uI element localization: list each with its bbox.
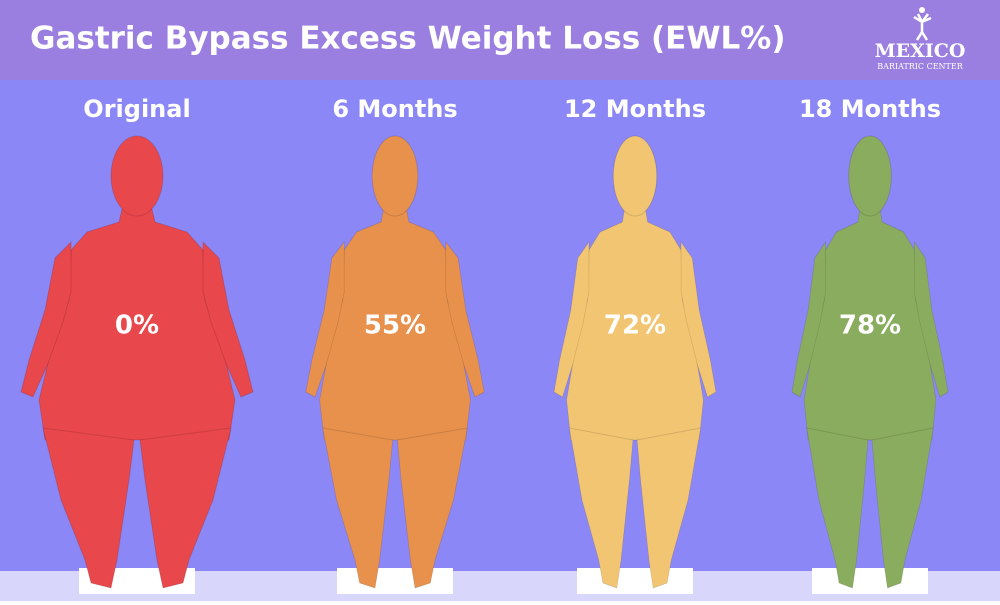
leg: [806, 427, 869, 589]
value-label: 55%: [364, 311, 426, 341]
arm: [202, 240, 254, 398]
chart-title: Gastric Bypass Excess Weight Loss (EWL%): [30, 21, 786, 57]
value-label: 78%: [839, 311, 901, 341]
logo: MEXICO BARIATRIC CENTER: [875, 7, 966, 71]
head: [612, 135, 658, 217]
category-label: 6 Months: [332, 95, 457, 123]
leg: [871, 427, 934, 589]
scale-plate: [337, 568, 453, 594]
category-label: 12 Months: [564, 95, 706, 123]
arm: [305, 240, 345, 398]
leg: [42, 427, 135, 589]
logo-name: MEXICO: [875, 40, 966, 62]
figure: [553, 135, 717, 594]
arm: [445, 240, 485, 398]
category-label: Original: [83, 95, 190, 123]
body: [553, 204, 717, 589]
leg: [322, 427, 394, 589]
body: [20, 204, 254, 589]
torso: [319, 204, 471, 441]
torso: [566, 204, 704, 441]
arm: [553, 240, 590, 398]
header-band: [0, 0, 1000, 80]
body: [791, 204, 949, 589]
value-label: 0%: [115, 311, 159, 341]
torso: [803, 204, 937, 441]
category-label: 18 Months: [799, 95, 941, 123]
arm: [791, 240, 826, 398]
head: [371, 135, 419, 217]
leg: [139, 427, 232, 589]
value-label: 72%: [604, 311, 666, 341]
head: [848, 135, 892, 217]
arm: [20, 240, 72, 398]
torso: [38, 204, 236, 441]
logo-tagline: BARIATRIC CENTER: [877, 62, 964, 71]
leg: [568, 427, 634, 589]
body: [305, 204, 485, 589]
scale-plate: [577, 568, 693, 594]
figure: [791, 135, 949, 594]
figure: [305, 135, 485, 594]
arm: [914, 240, 949, 398]
head: [110, 135, 164, 217]
arm: [680, 240, 717, 398]
figure: [20, 135, 254, 594]
leg: [636, 427, 702, 589]
leg: [396, 427, 468, 589]
scale-plate: [812, 568, 928, 594]
